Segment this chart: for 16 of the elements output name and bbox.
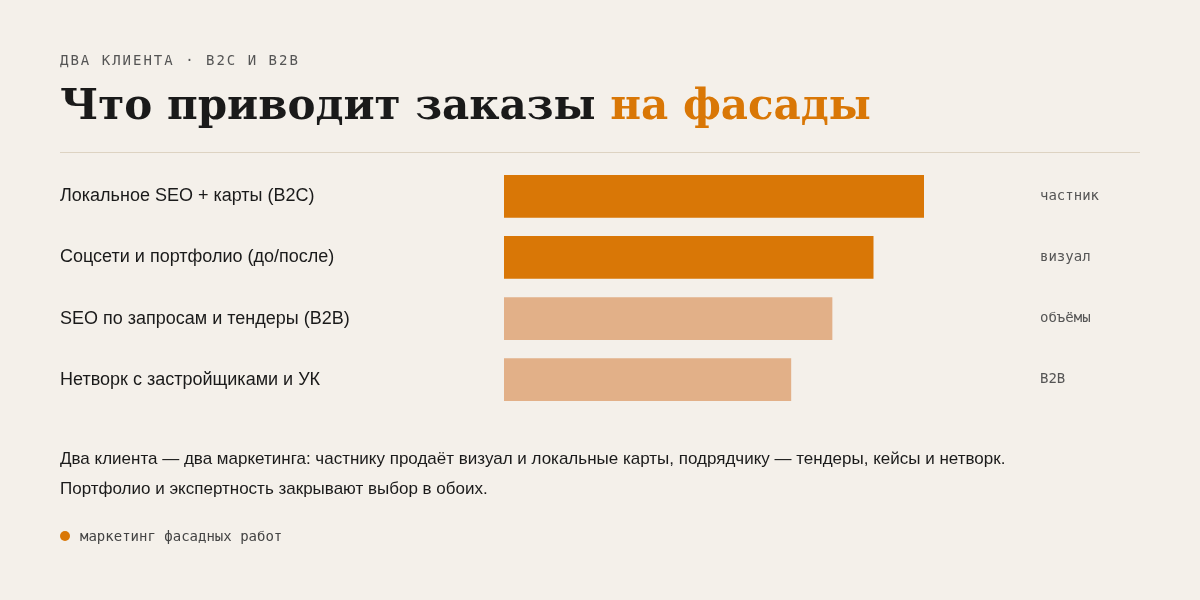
chart-title: Что приводит заказы на фасады bbox=[60, 80, 871, 129]
y-tick-label: Нетворк с застройщиками и УК bbox=[60, 368, 321, 389]
bar bbox=[504, 297, 833, 340]
text: частник bbox=[1040, 186, 1100, 203]
text: визуал bbox=[1040, 248, 1091, 265]
y-tick-label: Локальное SEO + карты (B2C) bbox=[60, 185, 315, 206]
text: ДВА КЛИЕНТА · B2C И B2B bbox=[60, 52, 300, 68]
text: Два клиента — два маркетинга: частнику продаёт визуал и локальные карты, подрядчику — тендеры, кейсы и нетворк. Портфолио и экспертность закрывают выбор в обоих. bbox=[60, 448, 1007, 500]
text: объёмы bbox=[1040, 309, 1091, 326]
text: маркетинг фасадных работ bbox=[80, 528, 283, 544]
bar bbox=[504, 175, 924, 218]
text: B2B bbox=[1040, 370, 1066, 387]
bar bbox=[504, 358, 792, 401]
y-tick-label: SEO по запросам и тендеры (B2B) bbox=[60, 307, 350, 328]
y-tick-label: Соцсети и портфолио (до/после) bbox=[60, 246, 335, 267]
bar bbox=[504, 236, 874, 279]
